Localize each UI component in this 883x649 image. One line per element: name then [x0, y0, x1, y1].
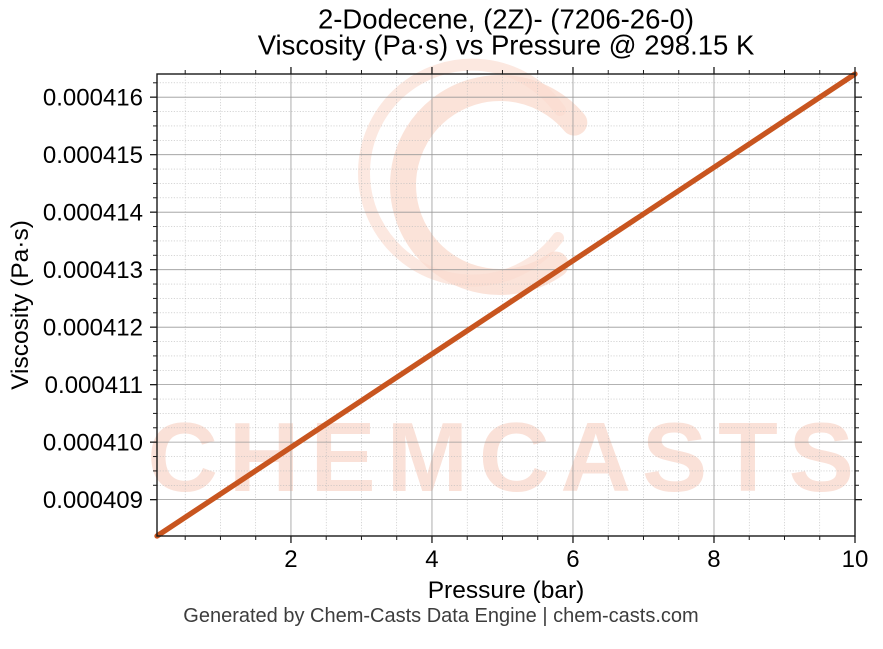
svg-text:Viscosity (Pa·s): Viscosity (Pa·s): [7, 220, 34, 390]
svg-text:0.000411: 0.000411: [45, 372, 143, 399]
svg-text:Pressure (bar): Pressure (bar): [428, 577, 585, 604]
svg-text:0.000414: 0.000414: [43, 200, 143, 227]
svg-text:Viscosity (Pa·s) vs Pressure @: Viscosity (Pa·s) vs Pressure @ 298.15 K: [258, 30, 755, 61]
svg-text:0.000415: 0.000415: [43, 142, 143, 169]
svg-text:4: 4: [425, 546, 438, 573]
svg-text:10: 10: [842, 546, 869, 573]
svg-text:Generated by Chem-Casts Data E: Generated by Chem-Casts Data Engine | ch…: [183, 605, 698, 627]
svg-text:8: 8: [707, 546, 720, 573]
svg-text:0.000412: 0.000412: [43, 315, 143, 342]
svg-text:6: 6: [566, 546, 579, 573]
svg-text:0.000413: 0.000413: [43, 257, 143, 284]
svg-text:CHEMCASTS: CHEMCASTS: [147, 402, 864, 512]
svg-text:0.000409: 0.000409: [43, 487, 143, 514]
svg-text:0.000416: 0.000416: [43, 85, 143, 112]
svg-text:0.000410: 0.000410: [43, 430, 143, 457]
svg-text:2: 2: [284, 546, 297, 573]
